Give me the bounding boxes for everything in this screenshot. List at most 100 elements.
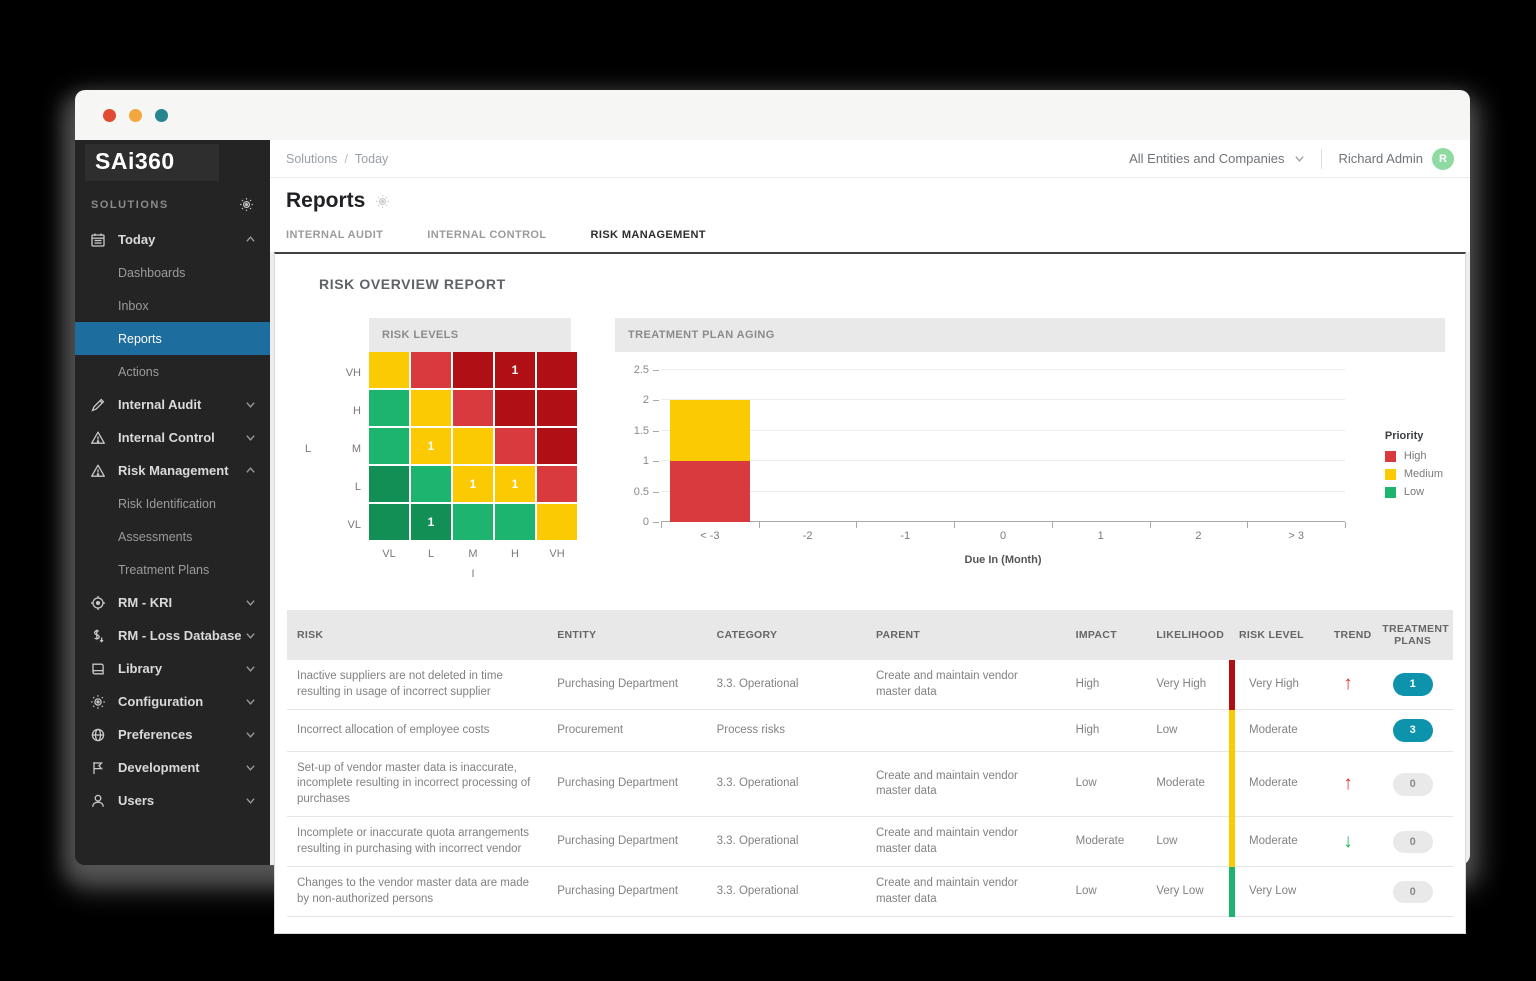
cell-trend (1323, 866, 1373, 918)
sidebar-item-actions[interactable]: Actions (118, 364, 159, 379)
sidebar-item-assessments[interactable]: Assessments (118, 529, 193, 544)
risk-levels-panel-header: RISK LEVELS (369, 318, 571, 352)
chevron-down-icon (245, 630, 256, 641)
treatment-plans-badge[interactable]: 0 (1392, 880, 1433, 904)
table-row[interactable]: Changes to the vendor master data are ma… (287, 866, 1453, 918)
heatmap-cell[interactable] (495, 428, 535, 464)
heatmap-cell[interactable] (537, 352, 577, 388)
heatmap-cell[interactable] (537, 504, 577, 540)
gear-icon[interactable] (239, 197, 254, 212)
y-axis-tick (653, 522, 659, 523)
maximize-window-button[interactable] (155, 108, 168, 122)
heatmap-cell[interactable] (369, 466, 409, 502)
sidebar-item-label: RM - Loss Database (118, 628, 242, 643)
heatmap-cell[interactable] (369, 390, 409, 426)
sidebar-item-users[interactable]: Users (75, 784, 270, 817)
heatmap-cell[interactable] (453, 428, 493, 464)
avatar[interactable]: R (1432, 147, 1454, 170)
tab-internal-control[interactable]: INTERNAL CONTROL (427, 229, 547, 241)
column-header-impact[interactable]: IMPACT (1065, 610, 1147, 660)
table-row[interactable]: Set-up of vendor master data is inaccura… (287, 751, 1453, 818)
risk-level-color-bar (1229, 751, 1236, 818)
bar-segment-medium[interactable] (669, 400, 750, 462)
sidebar-item-rm-kri[interactable]: RM - KRI (75, 586, 270, 619)
heatmap-cell[interactable]: 1 (411, 428, 451, 464)
heatmap-cell[interactable]: 1 (495, 466, 535, 502)
sidebar-item-configuration[interactable]: Configuration (75, 685, 270, 718)
heatmap-cell[interactable] (537, 390, 577, 426)
cell-trend: ↑ (1323, 660, 1373, 711)
risk-level-text: Very Low (1249, 885, 1297, 898)
sidebar-item-reports[interactable]: Reports (75, 322, 270, 355)
heatmap-cell[interactable] (495, 390, 535, 426)
heatmap-cell[interactable] (453, 504, 493, 540)
heatmap-cell[interactable] (453, 352, 493, 388)
chevron-down-icon (245, 762, 256, 773)
column-header-entity[interactable]: ENTITY (547, 610, 707, 660)
bar-segment-high[interactable] (669, 461, 750, 522)
sidebar-item-preferences[interactable]: Preferences (75, 718, 270, 751)
breadcrumb-today[interactable]: Today (354, 151, 389, 166)
column-header-risk[interactable]: RISK (287, 610, 548, 660)
heatmap-cell[interactable] (411, 352, 451, 388)
treatment-plans-badge[interactable]: 0 (1392, 772, 1433, 796)
heatmap-cell[interactable]: 1 (495, 352, 535, 388)
heatmap-cell[interactable] (537, 428, 577, 464)
column-header-parent[interactable]: PARENT (865, 610, 1066, 660)
x-axis-label: -1 (900, 530, 911, 542)
cell-risk-level: Very High (1229, 660, 1324, 711)
heatmap-cell[interactable] (411, 390, 451, 426)
sidebar-item-rm-loss-database[interactable]: RM - Loss Database (75, 619, 270, 652)
bar-slot (1150, 370, 1248, 522)
minimize-window-button[interactable] (129, 108, 142, 122)
heatmap-cell[interactable] (453, 390, 493, 426)
sidebar-item-today[interactable]: Today (75, 223, 270, 256)
cell-risk-level: Moderate (1229, 816, 1324, 868)
sidebar-item-internal-audit[interactable]: Internal Audit (75, 388, 270, 421)
treatment-plans-badge[interactable]: 1 (1392, 673, 1433, 696)
sidebar-item-treatment-plans[interactable]: Treatment Plans (118, 562, 210, 577)
table-row[interactable]: Incorrect allocation of employee costs Pr… (287, 709, 1453, 752)
tab-risk-management[interactable]: RISK MANAGEMENT (590, 229, 706, 241)
user-menu[interactable]: Richard Admin R (1338, 147, 1454, 170)
breadcrumb-solutions[interactable]: Solutions (286, 151, 338, 166)
sidebar-item-risk-management[interactable]: Risk Management (75, 454, 270, 487)
treatment-plans-badge[interactable]: 0 (1392, 830, 1433, 854)
chevron-down-icon (245, 729, 256, 740)
cell-treatment-plans: 3 (1372, 709, 1453, 752)
table-row[interactable]: Inactive suppliers are not deleted in ti… (287, 660, 1453, 711)
column-header-risk-level[interactable]: RISK LEVEL (1229, 610, 1324, 660)
sidebar-item-internal-control[interactable]: Internal Control (75, 421, 270, 454)
tab-internal-audit[interactable]: INTERNAL AUDIT (286, 229, 384, 241)
heatmap-cell[interactable] (411, 466, 451, 502)
sidebar-item-label: Today (118, 232, 156, 247)
gridline (661, 429, 1345, 431)
heatmap-cell[interactable] (369, 504, 409, 540)
heatmap-cell[interactable] (495, 504, 535, 540)
heatmap-cell[interactable] (369, 428, 409, 464)
treatment-plans-badge[interactable]: 3 (1392, 719, 1433, 742)
heatmap-cell[interactable]: 1 (411, 504, 451, 540)
sidebar-item-library[interactable]: Library (75, 652, 270, 685)
gear-icon[interactable] (375, 194, 390, 209)
column-header-treatment-plans[interactable]: TREATMENT PLANS (1372, 610, 1453, 660)
y-axis-label: 2 (642, 394, 649, 407)
sidebar-item-inbox[interactable]: Inbox (118, 298, 149, 313)
cell-treatment-plans: 0 (1372, 816, 1453, 868)
column-header-trend[interactable]: TREND (1323, 610, 1373, 660)
sidebar-item-dashboards[interactable]: Dashboards (118, 265, 186, 280)
column-header-category[interactable]: CATEGORY (706, 610, 866, 660)
cell-category: Process risks (706, 709, 866, 752)
sidebar-item-development[interactable]: Development (75, 751, 270, 784)
close-window-button[interactable] (103, 108, 116, 122)
heatmap-cell[interactable]: 1 (453, 466, 493, 502)
chevron-down-icon (245, 597, 256, 608)
sidebar-nav: Today Dashboards Inbox Reports Actions Intern… (75, 223, 270, 865)
table-row[interactable]: Incomplete or inaccurate quota arrangeme… (287, 816, 1453, 868)
sidebar-item-risk-identification[interactable]: Risk Identification (118, 496, 216, 511)
entity-selector[interactable]: All Entities and Companies (1129, 151, 1305, 166)
heatmap-cell[interactable] (537, 466, 577, 502)
column-header-likelihood[interactable]: LIKELIHOOD (1146, 610, 1230, 660)
heatmap-cell[interactable] (369, 352, 409, 388)
